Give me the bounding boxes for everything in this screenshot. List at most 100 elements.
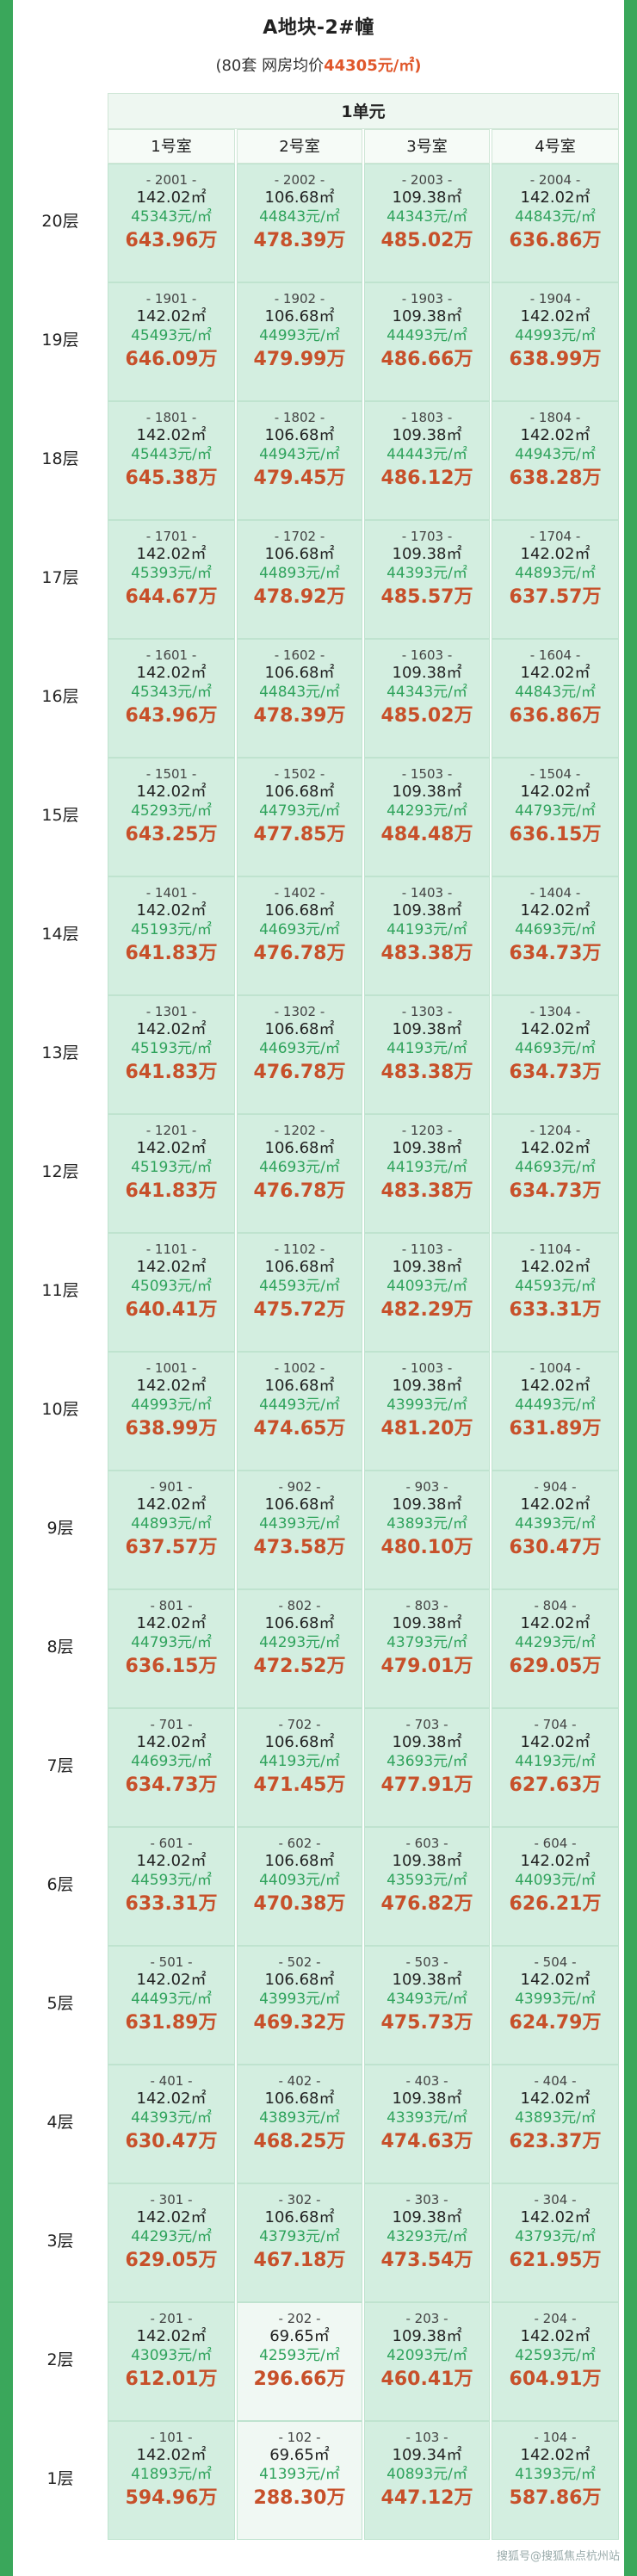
unit-cell[interactable]: - 2003 -109.38㎡ 44343元/㎡ 485.02万: [364, 164, 490, 282]
unit-cell[interactable]: - 1704 -142.02㎡ 44893元/㎡ 637.57万: [492, 520, 619, 639]
unit-cell[interactable]: - 801 -142.02㎡ 44793元/㎡ 636.15万: [108, 1589, 235, 1708]
unit-area: 109.38㎡: [392, 664, 462, 682]
unit-cell[interactable]: - 1503 -109.38㎡ 44293元/㎡ 484.48万: [364, 758, 490, 876]
unit-cell[interactable]: - 204 -142.02㎡ 42593元/㎡ 604.91万: [492, 2302, 619, 2421]
unit-cell[interactable]: - 103 -109.34㎡ 40893元/㎡ 447.12万: [364, 2421, 490, 2540]
unit-cell[interactable]: - 1903 -109.38㎡ 44493元/㎡ 486.66万: [364, 282, 490, 401]
unit-cell[interactable]: - 302 -106.68㎡ 43793元/㎡ 467.18万: [237, 2183, 362, 2302]
unit-cell[interactable]: - 502 -106.68㎡ 43993元/㎡ 469.32万: [237, 1946, 362, 2065]
unit-cell[interactable]: - 1203 -109.38㎡ 44193元/㎡ 483.38万: [364, 1114, 490, 1233]
unit-cell[interactable]: - 1003 -109.38㎡ 43993元/㎡ 481.20万: [364, 1352, 490, 1471]
unit-cell[interactable]: - 803 -109.38㎡ 43793元/㎡ 479.01万: [364, 1589, 490, 1708]
unit-price: 44093元/㎡: [259, 1872, 340, 1889]
unit-cell[interactable]: - 1502 -106.68㎡ 44793元/㎡ 477.85万: [237, 758, 362, 876]
unit-cell[interactable]: - 1904 -142.02㎡ 44993元/㎡ 638.99万: [492, 282, 619, 401]
unit-cell[interactable]: - 1404 -142.02㎡ 44693元/㎡ 634.73万: [492, 876, 619, 995]
unit-cell[interactable]: - 703 -109.38㎡ 43693元/㎡ 477.91万: [364, 1708, 490, 1827]
unit-cell[interactable]: - 1004 -142.02㎡ 44493元/㎡ 631.89万: [492, 1352, 619, 1471]
unit-cell[interactable]: - 2001 -142.02㎡ 45343元/㎡ 643.96万: [108, 164, 235, 282]
unit-cell[interactable]: - 1104 -142.02㎡ 44593元/㎡ 633.31万: [492, 1233, 619, 1352]
unit-cell[interactable]: - 1002 -106.68㎡ 44493元/㎡ 474.65万: [237, 1352, 362, 1471]
unit-cell[interactable]: - 603 -109.38㎡ 43593元/㎡ 476.82万: [364, 1827, 490, 1946]
unit-cell[interactable]: - 303 -109.38㎡ 43293元/㎡ 473.54万: [364, 2183, 490, 2302]
unit-number: - 802 -: [278, 1598, 321, 1613]
unit-cell[interactable]: - 802 -106.68㎡ 44293元/㎡ 472.52万: [237, 1589, 362, 1708]
unit-cell[interactable]: - 201 -142.02㎡ 43093元/㎡ 612.01万: [108, 2302, 235, 2421]
unit-cell[interactable]: - 1201 -142.02㎡ 45193元/㎡ 641.83万: [108, 1114, 235, 1233]
unit-cell[interactable]: - 1001 -142.02㎡ 44993元/㎡ 638.99万: [108, 1352, 235, 1471]
unit-cell[interactable]: - 304 -142.02㎡ 43793元/㎡ 621.95万: [492, 2183, 619, 2302]
unit-cell[interactable]: - 901 -142.02㎡ 44893元/㎡ 637.57万: [108, 1471, 235, 1589]
unit-total-price: 636.15万: [125, 1656, 218, 1677]
unit-price: 44093元/㎡: [515, 1872, 596, 1889]
unit-cell[interactable]: - 702 -106.68㎡ 44193元/㎡ 471.45万: [237, 1708, 362, 1827]
unit-cell[interactable]: - 504 -142.02㎡ 43993元/㎡ 624.79万: [492, 1946, 619, 2065]
unit-cell[interactable]: - 1204 -142.02㎡ 44693元/㎡ 634.73万: [492, 1114, 619, 1233]
unit-cell[interactable]: - 1902 -106.68㎡ 44993元/㎡ 479.99万: [237, 282, 362, 401]
unit-area: 106.68㎡: [264, 545, 335, 563]
unit-price: 44693元/㎡: [515, 1040, 596, 1057]
unit-cell[interactable]: - 902 -106.68㎡ 44393元/㎡ 473.58万: [237, 1471, 362, 1589]
unit-area: 109.38㎡: [392, 2090, 462, 2108]
unit-number: - 1902 -: [274, 291, 325, 307]
unit-number: - 1203 -: [401, 1123, 453, 1138]
unit-cell[interactable]: - 1901 -142.02㎡ 45493元/㎡ 646.09万: [108, 282, 235, 401]
unit-area: 142.02㎡: [520, 1971, 591, 1989]
unit-cell[interactable]: - 1801 -142.02㎡ 45443元/㎡ 645.38万: [108, 401, 235, 520]
unit-cell[interactable]: - 404 -142.02㎡ 43893元/㎡ 623.37万: [492, 2065, 619, 2183]
unit-cell[interactable]: - 501 -142.02㎡ 44493元/㎡ 631.89万: [108, 1946, 235, 2065]
unit-cell[interactable]: - 203 -109.38㎡ 42093元/㎡ 460.41万: [364, 2302, 490, 2421]
unit-cell[interactable]: - 704 -142.02㎡ 44193元/㎡ 627.63万: [492, 1708, 619, 1827]
unit-cell[interactable]: - 1403 -109.38㎡ 44193元/㎡ 483.38万: [364, 876, 490, 995]
unit-cell[interactable]: - 1701 -142.02㎡ 45393元/㎡ 644.67万: [108, 520, 235, 639]
unit-cell[interactable]: - 1101 -142.02㎡ 45093元/㎡ 640.41万: [108, 1233, 235, 1352]
unit-cell[interactable]: - 1703 -109.38㎡ 44393元/㎡ 485.57万: [364, 520, 490, 639]
unit-cell[interactable]: - 2004 -142.02㎡ 44843元/㎡ 636.86万: [492, 164, 619, 282]
unit-cell[interactable]: - 602 -106.68㎡ 44093元/㎡ 470.38万: [237, 1827, 362, 1946]
unit-cell[interactable]: - 301 -142.02㎡ 44293元/㎡ 629.05万: [108, 2183, 235, 2302]
unit-cell[interactable]: - 1103 -109.38㎡ 44093元/㎡ 482.29万: [364, 1233, 490, 1352]
unit-cell[interactable]: - 1802 -106.68㎡ 44943元/㎡ 479.45万: [237, 401, 362, 520]
unit-cell[interactable]: - 903 -109.38㎡ 43893元/㎡ 480.10万: [364, 1471, 490, 1589]
unit-cell[interactable]: - 403 -109.38㎡ 43393元/㎡ 474.63万: [364, 2065, 490, 2183]
unit-cell[interactable]: - 1303 -109.38㎡ 44193元/㎡ 483.38万: [364, 995, 490, 1114]
unit-cell[interactable]: - 1702 -106.68㎡ 44893元/㎡ 478.92万: [237, 520, 362, 639]
unit-area: 109.38㎡: [392, 2327, 462, 2345]
unit-price: 44293元/㎡: [259, 1634, 340, 1651]
unit-cell[interactable]: - 104 -142.02㎡ 41393元/㎡ 587.86万: [492, 2421, 619, 2540]
unit-cell[interactable]: - 601 -142.02㎡ 44593元/㎡ 633.31万: [108, 1827, 235, 1946]
unit-cell[interactable]: - 1603 -109.38㎡ 44343元/㎡ 485.02万: [364, 639, 490, 758]
floor-label: 2层: [46, 2350, 74, 2369]
unit-cell[interactable]: - 1402 -106.68㎡ 44693元/㎡ 476.78万: [237, 876, 362, 995]
unit-cell[interactable]: - 1304 -142.02㎡ 44693元/㎡ 634.73万: [492, 995, 619, 1114]
unit-cell[interactable]: - 1602 -106.68㎡ 44843元/㎡ 478.39万: [237, 639, 362, 758]
unit-price: 44193元/㎡: [259, 1753, 340, 1770]
unit-area: 142.02㎡: [136, 2446, 207, 2464]
unit-cell[interactable]: - 2002 -106.68㎡ 44843元/㎡ 478.39万: [237, 164, 362, 282]
floor-label: 19层: [41, 331, 79, 350]
unit-cell[interactable]: - 503 -109.38㎡ 43493元/㎡ 475.73万: [364, 1946, 490, 2065]
unit-cell[interactable]: - 202 -69.65㎡ 42593元/㎡ 296.66万: [237, 2302, 362, 2421]
footer-watermark: 搜狐号@搜狐焦点杭州站: [496, 2550, 620, 2563]
unit-cell[interactable]: - 1401 -142.02㎡ 45193元/㎡ 641.83万: [108, 876, 235, 995]
unit-cell[interactable]: - 401 -142.02㎡ 44393元/㎡ 630.47万: [108, 2065, 235, 2183]
unit-cell[interactable]: - 1604 -142.02㎡ 44843元/㎡ 636.86万: [492, 639, 619, 758]
unit-cell[interactable]: - 904 -142.02㎡ 44393元/㎡ 630.47万: [492, 1471, 619, 1589]
unit-cell[interactable]: - 1301 -142.02㎡ 45193元/㎡ 641.83万: [108, 995, 235, 1114]
unit-cell[interactable]: - 1501 -142.02㎡ 45293元/㎡ 643.25万: [108, 758, 235, 876]
unit-cell[interactable]: - 1804 -142.02㎡ 44943元/㎡ 638.28万: [492, 401, 619, 520]
unit-cell[interactable]: - 102 -69.65㎡ 41393元/㎡ 288.30万: [237, 2421, 362, 2540]
unit-cell[interactable]: - 804 -142.02㎡ 44293元/㎡ 629.05万: [492, 1589, 619, 1708]
unit-cell[interactable]: - 1803 -109.38㎡ 44443元/㎡ 486.12万: [364, 401, 490, 520]
unit-cell[interactable]: - 1504 -142.02㎡ 44793元/㎡ 636.15万: [492, 758, 619, 876]
unit-cell[interactable]: - 1601 -142.02㎡ 45343元/㎡ 643.96万: [108, 639, 235, 758]
unit-cell[interactable]: - 1302 -106.68㎡ 44693元/㎡ 476.78万: [237, 995, 362, 1114]
unit-area: 142.02㎡: [520, 2446, 591, 2464]
unit-cell[interactable]: - 604 -142.02㎡ 44093元/㎡ 626.21万: [492, 1827, 619, 1946]
unit-cell[interactable]: - 1202 -106.68㎡ 44693元/㎡ 476.78万: [237, 1114, 362, 1233]
unit-price: 43893元/㎡: [387, 1515, 467, 1533]
unit-cell[interactable]: - 701 -142.02㎡ 44693元/㎡ 634.73万: [108, 1708, 235, 1827]
unit-cell[interactable]: - 1102 -106.68㎡ 44593元/㎡ 475.72万: [237, 1233, 362, 1352]
unit-cell[interactable]: - 101 -142.02㎡ 41893元/㎡ 594.96万: [108, 2421, 235, 2540]
unit-cell[interactable]: - 402 -106.68㎡ 43893元/㎡ 468.25万: [237, 2065, 362, 2183]
